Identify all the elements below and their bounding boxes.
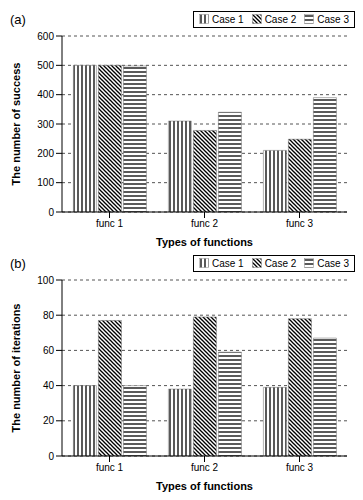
svg-text:func 3: func 3 bbox=[286, 462, 314, 473]
svg-text:Types of functions: Types of functions bbox=[156, 236, 253, 248]
html-text:Case 2: Case 2 bbox=[264, 13, 297, 25]
html-text:(a): (a) bbox=[10, 11, 26, 27]
html-text:Case 1: Case 1 bbox=[211, 257, 244, 269]
html-text:(b): (b) bbox=[10, 255, 26, 271]
svg-text:0: 0 bbox=[48, 207, 54, 218]
svg-text:Types of functions: Types of functions bbox=[156, 480, 253, 492]
svg-text:40: 40 bbox=[43, 380, 55, 391]
svg-text:80: 80 bbox=[43, 310, 55, 321]
svg-text:60: 60 bbox=[43, 345, 55, 356]
svg-text:func 3: func 3 bbox=[286, 218, 314, 229]
svg-text:The number of iterations: The number of iterations bbox=[10, 304, 22, 433]
svg-text:func 2: func 2 bbox=[191, 462, 219, 473]
svg-text:func 1: func 1 bbox=[96, 218, 124, 229]
svg-text:20: 20 bbox=[43, 415, 55, 426]
svg-text:200: 200 bbox=[37, 148, 54, 159]
html-text:Case 2: Case 2 bbox=[264, 257, 297, 269]
svg-text:func 1: func 1 bbox=[96, 462, 124, 473]
svg-text:100: 100 bbox=[37, 177, 54, 188]
svg-text:300: 300 bbox=[37, 119, 54, 130]
svg-text:600: 600 bbox=[37, 31, 54, 42]
svg-text:500: 500 bbox=[37, 60, 54, 71]
svg-text:func 2: func 2 bbox=[191, 218, 219, 229]
svg-text:400: 400 bbox=[37, 89, 54, 100]
html-text:Case 3: Case 3 bbox=[317, 13, 349, 25]
html-text:Case 3: Case 3 bbox=[317, 257, 349, 269]
svg-text:The number of success: The number of success bbox=[10, 63, 22, 186]
svg-text:100: 100 bbox=[37, 275, 54, 286]
svg-text:0: 0 bbox=[48, 451, 54, 462]
html-text:Case 1: Case 1 bbox=[211, 13, 244, 25]
